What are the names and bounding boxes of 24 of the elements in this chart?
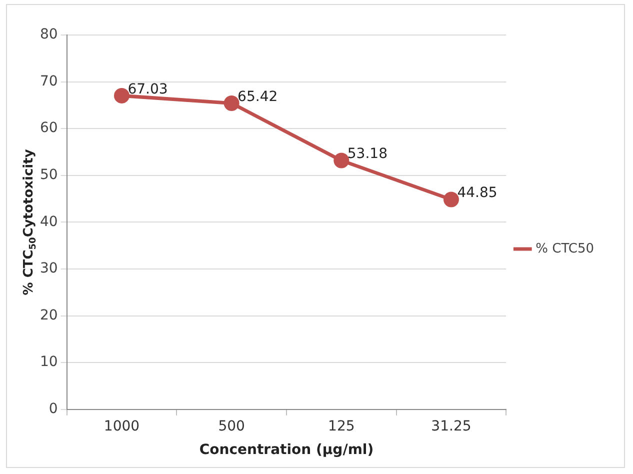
y-tick-label: 40	[40, 214, 58, 230]
data-label: 44.85	[457, 185, 498, 202]
x-tick-label: 500	[218, 418, 245, 434]
y-tick-label: 30	[40, 260, 58, 277]
y-tick-label: 0	[48, 401, 58, 418]
y-tick-label: 80	[40, 26, 58, 43]
legend-label: % CTC50	[536, 241, 594, 256]
y-axis-title: % CTC50Cytotoxicity	[21, 148, 38, 296]
y-tick-label: 10	[40, 354, 58, 370]
x-tick-label: 125	[328, 418, 355, 434]
point	[443, 192, 459, 208]
data-label: 53.18	[347, 146, 388, 162]
data-label: 65.42	[238, 88, 278, 105]
point	[224, 95, 240, 111]
y-tick-label: 70	[40, 73, 58, 90]
point	[334, 152, 350, 168]
x-tick-label: 31.25	[431, 418, 472, 434]
y-tick-label: 60	[40, 120, 58, 136]
y-tick-label: 50	[40, 167, 58, 184]
data-label: 67.03	[128, 81, 168, 98]
point	[114, 88, 130, 104]
x-axis-title: Concentration (µg/ml)	[199, 442, 374, 458]
y-tick-label: 20	[40, 307, 58, 324]
x-tick-label: 1000	[104, 418, 140, 434]
